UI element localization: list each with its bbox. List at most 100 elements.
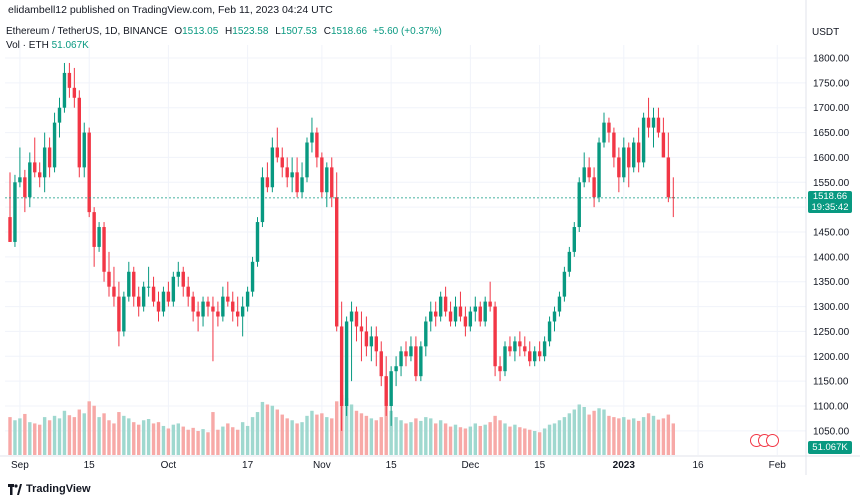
volume-bar [13,420,17,455]
candle-body [211,306,215,312]
volume-bar [245,425,250,455]
volume-bar [38,424,42,455]
volume-bar [513,424,517,455]
volume-bar [438,420,443,455]
time-tick-label: 15 [84,460,96,471]
event-markers[interactable] [750,434,790,450]
candle-body [250,261,255,292]
volume-bar [547,424,552,455]
candle-body [122,296,126,332]
symbol-title[interactable]: Ethereum / TetherUS, 1D, BINANCE [6,26,168,37]
candle-body [176,271,180,277]
candle-body [636,142,641,163]
volume-bar [280,414,284,455]
candle-body [141,286,146,307]
candle-body [146,286,151,288]
candle-body [161,291,166,312]
volume-bar [394,417,398,455]
volume-bar [300,422,304,455]
current-price-tag: 1518.66 19:35:42 [808,190,852,213]
volume-bar [87,401,91,455]
volume-bar [627,419,631,455]
volume-bar [518,427,522,455]
candle-body [325,167,329,193]
volume-bar [186,429,190,455]
price-axis-ticks: 1800.00 1750.00 1700.00 1650.00 1600.00 1550.… [813,54,850,438]
candle-body [547,321,552,342]
volume-bar [330,418,334,455]
candle-body [661,132,666,158]
volume-bar [191,427,195,455]
time-tick-label: Oct [161,460,177,471]
volume-bar [577,404,581,455]
volume-bar [369,418,374,455]
volume-bar [97,417,101,455]
volume-bar [171,424,176,455]
candle-body [542,341,547,357]
volume-bar [57,418,62,455]
currency-label[interactable]: USDT [812,27,840,38]
candle-body [488,301,492,307]
volume-bar [305,415,309,455]
volume-bar [661,418,666,455]
volume-bar [448,426,453,455]
price-tick-label: 1050.00 [813,426,850,437]
volume-bar [151,423,156,455]
time-tick-label: 17 [242,460,254,471]
volume-value: 51.067K [51,40,89,51]
candle-body [137,296,141,307]
volume-bar [320,413,324,455]
candle-body [206,301,210,307]
candle-body [533,351,537,362]
candle-body [62,72,67,108]
volume-bar [156,422,161,455]
candle-body [443,296,448,312]
publisher-line: elidambell12 published on TradingView.co… [8,4,333,16]
price-tick-label: 1100.00 [813,402,849,413]
candle-body [97,227,101,247]
candle-body [344,321,349,406]
time-tick-label: 2023 [613,460,636,471]
volume-bar [137,424,141,455]
candle-body [265,177,270,188]
volume-bar [404,423,408,455]
volume-bar [592,410,596,455]
volume-bar [562,417,567,455]
flag-icon[interactable] [766,434,779,447]
candle-body [552,311,557,322]
candle-body [434,311,438,317]
volume-bar [122,415,126,455]
candle-body [339,326,344,406]
candle-body [577,182,581,228]
candle-body [607,122,611,133]
volume-label[interactable]: Vol · ETH [6,40,49,51]
volume-bar [399,420,403,455]
price-tick-label: 1750.00 [813,78,850,89]
volume-bar [666,414,671,455]
volume-bar [384,405,388,455]
volume-bar [181,426,185,455]
candle-body [112,286,116,297]
volume-bar [463,428,468,455]
candle-body [384,376,388,406]
grid-lines [0,0,860,475]
time-axis-ticks: Sep 15 Oct 17 Nov 15 Dec 15 2023 16 Feb [11,460,786,471]
time-tick-label: Feb [769,460,787,471]
candle-body [236,311,240,317]
chart-legend: Ethereum / TetherUS, 1D, BINANCE O1513.0… [6,25,442,53]
volume-bar [533,431,537,455]
volume-bar [434,423,438,455]
candle-body [523,346,527,352]
volume-bar [211,412,215,455]
candle-body [117,296,121,332]
candle-body [399,351,403,367]
brand-name[interactable]: TradingView [26,483,91,495]
candle-body [191,296,195,312]
candle-body [483,301,487,322]
candle-body [448,311,453,322]
volume-bar [537,432,542,455]
candle-body [567,251,572,272]
volume-bar [389,410,393,455]
volume-bar [364,415,369,455]
